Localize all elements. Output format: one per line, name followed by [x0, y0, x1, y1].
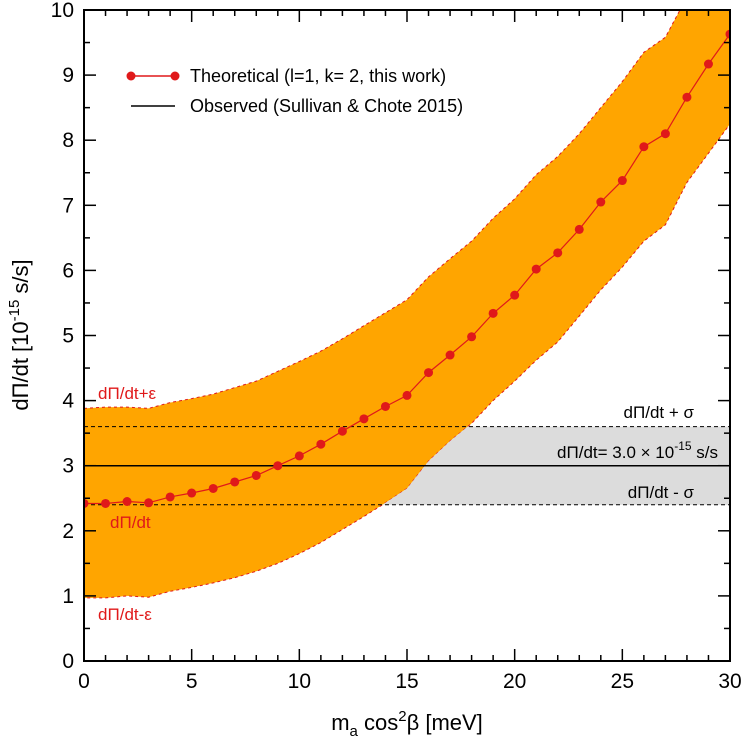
- data-point: [703, 59, 713, 69]
- data-point: [445, 350, 455, 360]
- data-point: [165, 492, 175, 502]
- y-tick-label: 8: [62, 129, 74, 152]
- annotation-mid-curve: dΠ/dt: [110, 513, 151, 532]
- data-point: [144, 498, 154, 508]
- data-point: [84, 498, 89, 508]
- annotation-upper-curve: dΠ/dt+ε: [98, 384, 157, 403]
- y-tick-label: 5: [62, 325, 74, 348]
- data-point: [273, 461, 283, 471]
- y-tick-label: 4: [62, 390, 74, 413]
- x-tick-label: 15: [395, 670, 418, 693]
- theory-series-points: [84, 29, 730, 508]
- legend-theory-marker-right: [170, 71, 180, 81]
- x-tick-label: 0: [78, 670, 90, 693]
- y-tick-label: 10: [51, 0, 74, 22]
- x-tick-label: 10: [288, 670, 311, 693]
- data-point: [660, 129, 670, 139]
- data-point: [725, 29, 730, 39]
- x-axis-title: ma cos2β [meV]: [331, 708, 483, 740]
- y-tick-label: 9: [62, 64, 74, 87]
- annotation-obs-minus-sigma: dΠ/dt - σ: [628, 483, 695, 502]
- data-point: [467, 332, 477, 342]
- data-point: [488, 308, 498, 318]
- annotation-obs-value: dΠ/dt= 3.0 × 10-15 s/s: [557, 439, 718, 462]
- legend-theory-label: Theoretical (l=1, k= 2, this work): [190, 66, 446, 86]
- y-tick-label: 6: [62, 259, 74, 282]
- legend-theory-marker-left: [126, 71, 136, 81]
- y-axis-ticks: 0 1 2 3 4 5 6 7 8 9 10: [51, 0, 730, 673]
- data-point: [359, 414, 369, 424]
- data-point: [187, 488, 197, 498]
- y-tick-label: 2: [62, 520, 74, 543]
- data-point: [208, 483, 218, 493]
- data-point: [617, 176, 627, 186]
- data-point: [553, 248, 563, 258]
- data-point: [337, 426, 347, 436]
- y-tick-label: 0: [62, 650, 74, 673]
- annotation-obs-plus-sigma: dΠ/dt + σ: [624, 403, 695, 422]
- annotation-lower-curve: dΠ/dt-ε: [98, 605, 152, 624]
- y-tick-label: 1: [62, 585, 74, 608]
- x-tick-label: 5: [186, 670, 198, 693]
- y-tick-label: 7: [62, 194, 74, 217]
- x-tick-label: 20: [503, 670, 526, 693]
- data-point: [574, 224, 584, 234]
- y-axis-title: dΠ/dt [10-15 s/s]: [6, 259, 33, 410]
- data-point: [510, 290, 520, 300]
- plot-area: [84, 10, 730, 599]
- x-tick-label: 25: [611, 670, 634, 693]
- uncertainty-band: [84, 10, 730, 599]
- data-point: [682, 92, 692, 102]
- data-point: [424, 368, 434, 378]
- x-tick-label: 30: [718, 670, 741, 693]
- legend: Theoretical (l=1, k= 2, this work) Obser…: [126, 66, 463, 116]
- data-point: [294, 451, 304, 461]
- data-point: [596, 197, 606, 207]
- legend-observed-label: Observed (Sullivan & Chote 2015): [190, 96, 463, 116]
- data-point: [402, 390, 412, 400]
- data-point: [101, 498, 111, 508]
- data-point: [122, 497, 132, 507]
- data-point: [230, 477, 240, 487]
- data-point: [380, 401, 390, 411]
- data-point: [251, 470, 261, 480]
- x-axis-ticks: 0 5 10 15 20 25 30: [78, 10, 742, 693]
- y-tick-label: 3: [62, 455, 74, 478]
- data-point: [531, 264, 541, 274]
- data-point: [316, 439, 326, 449]
- data-point: [639, 142, 649, 152]
